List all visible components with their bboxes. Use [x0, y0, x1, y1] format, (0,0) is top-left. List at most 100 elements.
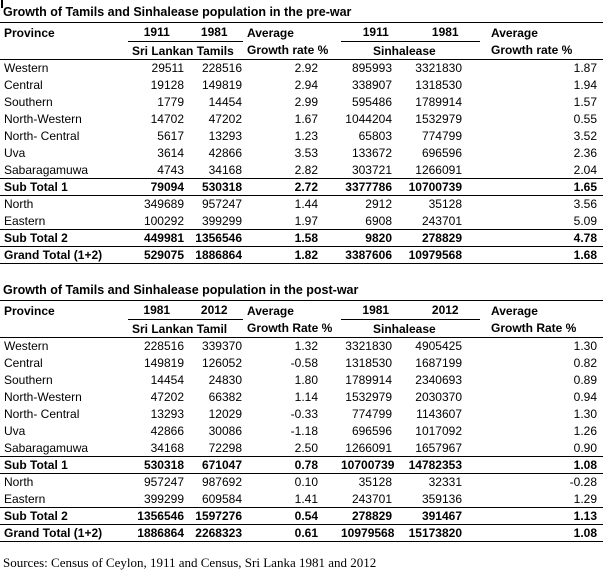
- value-cell: 1789914: [345, 373, 392, 387]
- value-cell: 3.56: [573, 197, 597, 212]
- sinhalease-years-header-cell: 1911 1981: [341, 22, 480, 42]
- post-war-population-table: Province 1981 2012 Average 1981 2012 Ave…: [0, 300, 603, 542]
- table-row: Sub Total 2 1356546 1597276 0.54 278829 39146…: [0, 507, 603, 525]
- value-cell: 1.30: [573, 339, 597, 354]
- value-cell: 1318530: [345, 356, 392, 370]
- tamil-year2-header: 2012: [200, 303, 228, 317]
- value-cell: 12029: [208, 407, 242, 421]
- value-cell: 1.87: [573, 61, 597, 76]
- province-cell: Southern: [4, 373, 53, 387]
- tamil-years-header-cell: 1911 1981: [128, 22, 243, 42]
- table-row: North-Western 47202 66382 1.14 1532979 203037…: [0, 389, 603, 406]
- header-row-years: Province 1981 2012 Average 1981 2012 Ave…: [0, 300, 603, 320]
- tamil-group-header: Sri Lankan Tamil: [128, 319, 243, 338]
- value-cell: 19128: [150, 78, 184, 92]
- table-row: Western 29511 228516 2.92 895993 3321830 1.87: [0, 60, 603, 77]
- value-cell: 0.61: [243, 524, 341, 542]
- value-cell: 1.30: [573, 407, 597, 421]
- value-cell: 1.26: [573, 424, 597, 438]
- province-cell: Sabaragamuwa: [4, 440, 89, 455]
- value-cell: 5617: [157, 129, 184, 143]
- value-cell: -0.58: [290, 356, 318, 370]
- value-cell: 35128: [358, 475, 392, 490]
- value-cell: 30086: [208, 424, 242, 438]
- value-cell: 2.92: [294, 61, 318, 76]
- empty-header-cell: [0, 41, 128, 60]
- value-cell: 4905425: [415, 339, 462, 354]
- value-cell: 1.80: [294, 373, 318, 387]
- value-cell: -1.18: [290, 424, 318, 438]
- value-cell: 359136: [421, 491, 462, 506]
- value-cell: 2.36: [573, 146, 597, 160]
- value-cell: 338907: [351, 78, 392, 92]
- value-cell: 1143607: [416, 407, 462, 421]
- post-war-table-body: Western 228516 339370 1.32 3321830 4905425 1.3…: [0, 338, 603, 542]
- province-cell: Grand Total (1+2): [0, 246, 128, 264]
- value-cell: 2.94: [294, 78, 318, 92]
- province-column-header: Province: [4, 25, 55, 40]
- value-cell: 530318: [185, 178, 243, 196]
- value-cell: 0.55: [573, 112, 597, 126]
- sinhalease-year1-header: 1911: [362, 25, 389, 39]
- table-row: Western 228516 339370 1.32 3321830 4905425 1.3…: [0, 338, 603, 355]
- value-cell: 2.04: [573, 162, 597, 177]
- value-cell: 529075: [128, 246, 185, 264]
- value-cell: 10979568: [405, 246, 480, 264]
- province-cell: Uva: [4, 146, 26, 160]
- value-cell: 42866: [208, 146, 242, 160]
- province-cell: North- Central: [4, 129, 80, 143]
- sinhalease-years-header-cell: 1981 2012: [341, 300, 480, 320]
- sinhalease-average-header: Average: [491, 25, 538, 40]
- value-cell: 957247: [143, 475, 184, 490]
- sinhalease-group-header: Sinhalease: [341, 41, 480, 60]
- value-cell: 14454: [150, 373, 184, 387]
- value-cell: 1687199: [415, 356, 462, 370]
- value-cell: 1044204: [345, 112, 392, 126]
- value-cell: 957247: [201, 197, 242, 212]
- value-cell: 774799: [421, 129, 462, 143]
- value-cell: 1886864: [185, 246, 243, 264]
- province-cell: North-Western: [4, 390, 82, 404]
- value-cell: 3387606: [341, 246, 405, 264]
- province-cell: North-Western: [4, 112, 82, 126]
- value-cell: 278829: [341, 507, 405, 525]
- value-cell: 1356546: [185, 229, 243, 247]
- table-row: Eastern 100292 399299 1.97 6908 243701 5.09: [0, 213, 603, 230]
- value-cell: 149819: [201, 78, 242, 92]
- sources-footnote: Sources: Census of Ceylon, 1911 and Cens…: [3, 555, 377, 570]
- value-cell: 1.94: [573, 78, 597, 92]
- value-cell: 1.29: [573, 491, 597, 506]
- value-cell: 10979568: [341, 524, 405, 542]
- province-cell: Southern: [4, 95, 53, 109]
- value-cell: 895993: [351, 61, 392, 76]
- header-row-groups: Sri Lankan Tamil Growth Rate % Sinhaleas…: [0, 319, 603, 338]
- value-cell: 6908: [365, 213, 392, 228]
- value-cell: 10700739: [341, 456, 405, 474]
- sinhalease-growth-rate-header: Growth rate %: [480, 41, 603, 60]
- value-cell: 1.08: [480, 456, 603, 474]
- tamil-year1-header: 1911: [143, 25, 170, 39]
- value-cell: 671047: [185, 456, 243, 474]
- value-cell: 391467: [405, 507, 480, 525]
- table-row: Uva 3614 42866 3.53 133672 696596 2.36: [0, 145, 603, 162]
- province-cell: Sabaragamuwa: [4, 162, 89, 177]
- sinhalease-year2-header: 1981: [431, 25, 459, 39]
- value-cell: 1532979: [345, 390, 392, 404]
- pre-war-table-body: Western 29511 228516 2.92 895993 3321830 1.87 C…: [0, 60, 603, 264]
- value-cell: 243701: [421, 213, 462, 228]
- value-cell: 3614: [157, 146, 184, 160]
- value-cell: 696596: [351, 424, 392, 438]
- value-cell: 47202: [150, 390, 184, 404]
- value-cell: 0.54: [243, 507, 341, 525]
- value-cell: 0.82: [573, 356, 597, 370]
- tamil-growth-rate-header: Growth Rate %: [243, 319, 341, 338]
- value-cell: 530318: [128, 456, 185, 474]
- sinhalease-growth-rate-header: Growth Rate %: [480, 319, 603, 338]
- value-cell: 243701: [351, 491, 392, 506]
- table-row: North- Central 13293 12029 -0.33 774799 11436…: [0, 406, 603, 423]
- value-cell: 3.52: [573, 129, 597, 143]
- table-row: Eastern 399299 609584 1.41 243701 359136 1.29: [0, 491, 603, 508]
- value-cell: 0.89: [573, 373, 597, 387]
- value-cell: 1.13: [480, 507, 603, 525]
- value-cell: 228516: [201, 61, 242, 76]
